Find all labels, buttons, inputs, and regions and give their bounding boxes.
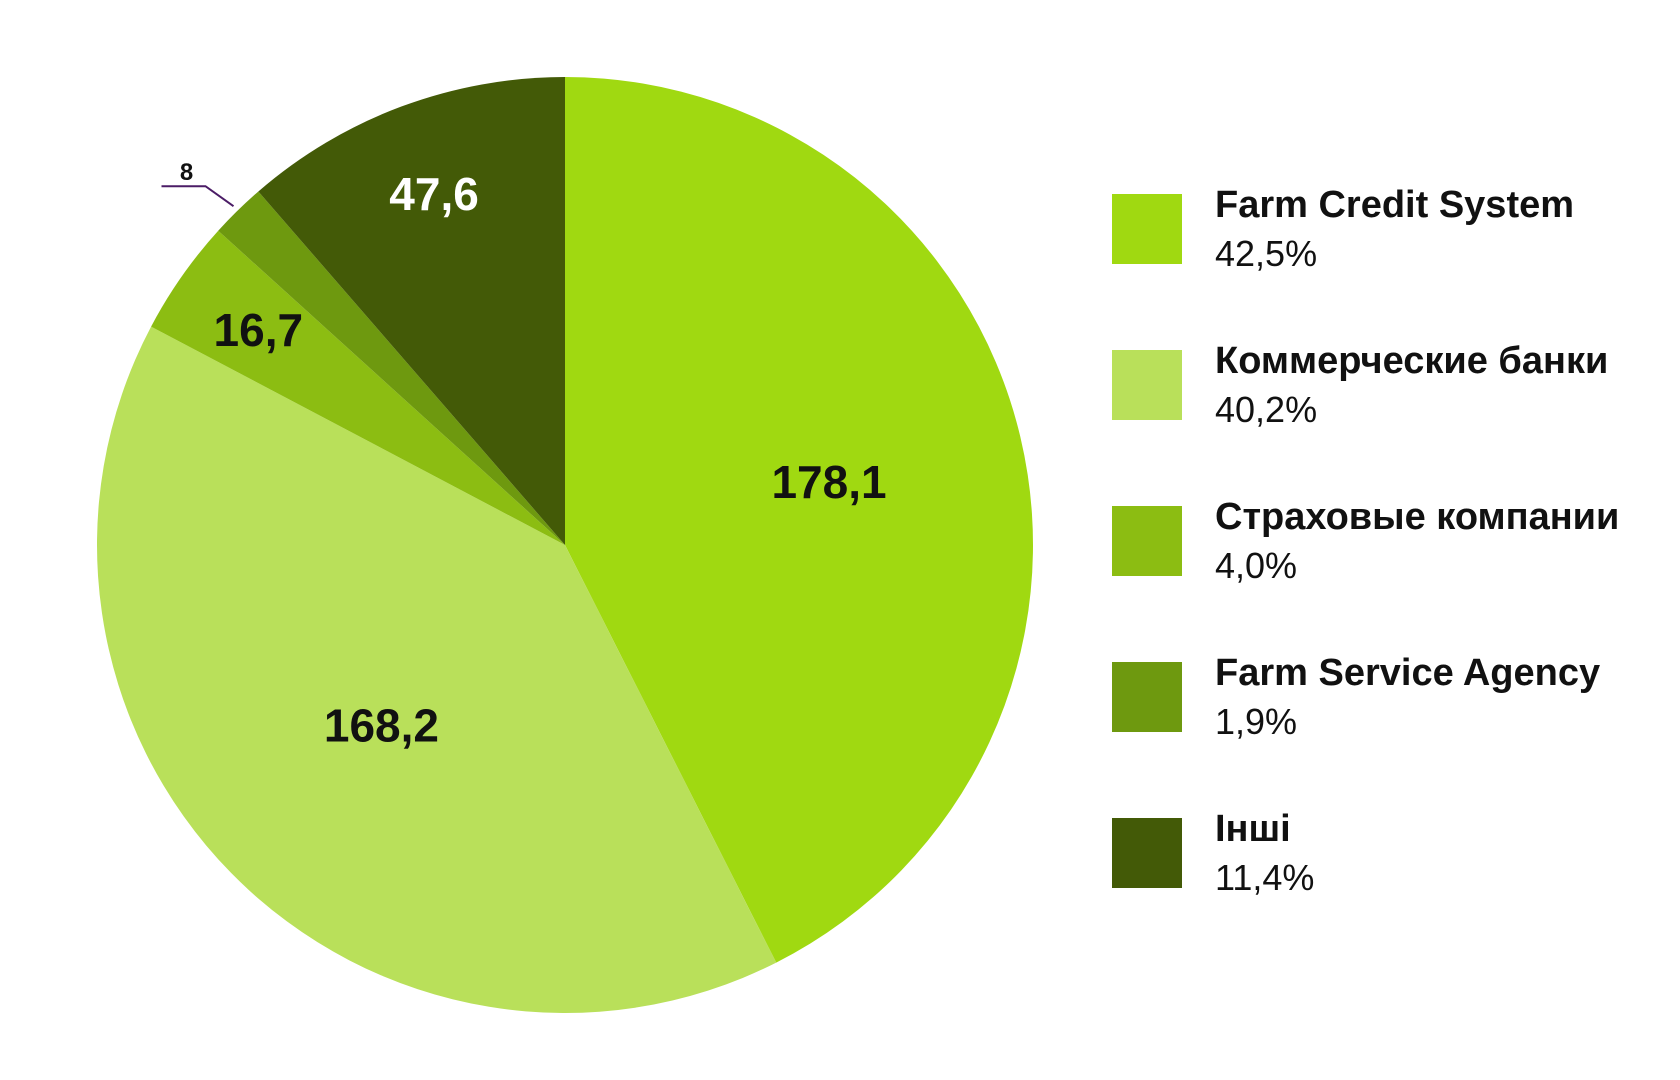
- legend-percent: 4,0%: [1215, 545, 1298, 586]
- slice-value-label-5: 47,6: [389, 168, 479, 220]
- legend-item-farm-service-agency: Farm Service Agency 1,9%: [1112, 646, 1672, 802]
- pie-slice-1: [565, 77, 1034, 963]
- slice-value-label-2: 168,2: [324, 699, 439, 751]
- legend-swatch: [1112, 194, 1182, 264]
- legend-label: Страховые компании: [1215, 496, 1620, 538]
- pie-slice-5: [258, 77, 565, 545]
- legend-label: Коммерческие банки: [1215, 340, 1609, 382]
- legend-percent: 42,5%: [1215, 233, 1318, 274]
- legend-label: Farm Credit System: [1215, 184, 1575, 226]
- legend-swatch: [1112, 350, 1182, 420]
- legend-percent: 11,4%: [1215, 857, 1315, 898]
- legend-item-series-5: Інші 11,4%: [1112, 802, 1672, 958]
- legend-percent: 40,2%: [1215, 389, 1318, 430]
- pie-slice-2: [96, 326, 777, 1014]
- pie-slice-3: [151, 230, 566, 545]
- legend: Farm Credit System 42,5% Коммерческие банк…: [1112, 178, 1672, 958]
- legend-swatch: [1112, 506, 1182, 576]
- legend-item-series-3: Страховые компании 4,0%: [1112, 490, 1672, 646]
- callout-line: [161, 185, 235, 208]
- slice-value-label-1: 178,1: [771, 456, 886, 508]
- legend-swatch: [1112, 662, 1182, 732]
- legend-label: Farm Service Agency: [1215, 652, 1601, 694]
- slice-value-label-4: 8: [180, 159, 193, 186]
- legend-swatch: [1112, 818, 1182, 888]
- legend-item-farm-credit-system: Farm Credit System 42,5%: [1112, 178, 1672, 334]
- slice-value-label-3: 16,7: [214, 304, 304, 356]
- pie-slice-4: [218, 191, 565, 545]
- legend-percent: 1,9%: [1215, 701, 1298, 742]
- legend-item-series-2: Коммерческие банки 40,2%: [1112, 334, 1672, 490]
- legend-label: Інші: [1215, 808, 1291, 850]
